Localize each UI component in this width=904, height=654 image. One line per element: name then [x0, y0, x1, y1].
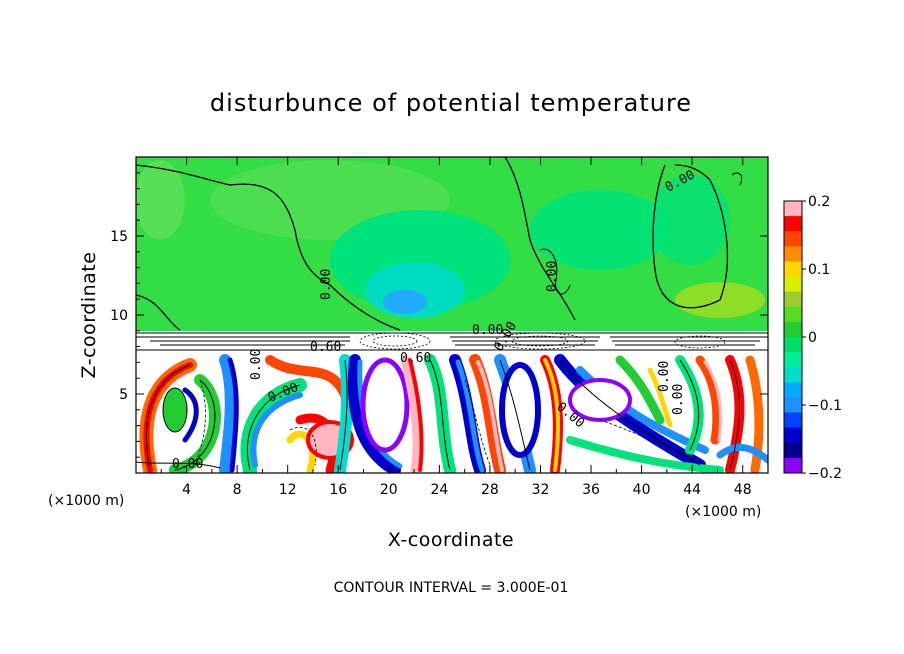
colorbar-swatch	[784, 276, 802, 293]
colorbar-swatch	[784, 321, 802, 338]
colorbar-tick-label: 0	[808, 330, 817, 346]
colorbar-swatch	[784, 412, 802, 429]
tropopause-dashed	[359, 332, 726, 350]
y-tick-label: 5	[119, 387, 128, 403]
y-tick-label: 15	[110, 229, 128, 245]
x-axis-ticks: 4 8 12 16 20 24 28 32 36 40 44 48	[160, 157, 752, 498]
colorbar-swatch	[784, 216, 802, 232]
contour-label: 0.00	[545, 261, 560, 292]
lower-field	[136, 351, 768, 473]
x-tick-label: 40	[633, 482, 651, 498]
contour-label: 0.00	[671, 384, 686, 415]
y-tick-label: 10	[110, 308, 128, 324]
cool-patch-2	[530, 190, 670, 270]
x-tick-label: 4	[182, 482, 191, 498]
colorbar-swatch	[784, 457, 802, 474]
colorbar-swatch	[784, 442, 802, 459]
contour-label: 0.00	[172, 457, 203, 472]
tropopause-band	[136, 331, 768, 353]
x-tick-label: 16	[329, 482, 347, 498]
contour-label: 0.00	[657, 361, 672, 392]
colorbar-swatch	[784, 427, 802, 444]
x-tick-label: 48	[734, 482, 752, 498]
colorbar-swatch	[784, 291, 802, 308]
contour-line	[136, 294, 181, 331]
contour-line	[504, 157, 576, 321]
x-tick-label: 32	[532, 482, 550, 498]
colorbar-swatch	[784, 397, 802, 414]
contour-label: 0.00	[319, 269, 334, 300]
colorbar-swatch	[784, 352, 802, 368]
contour-label: 0.00	[249, 349, 264, 380]
colorbar-tick-label: 0.1	[808, 262, 830, 278]
upper-patch-2	[136, 160, 185, 240]
x-axis-unit: (×1000 m)	[685, 504, 761, 520]
cool-center	[383, 290, 427, 314]
x-tick-label: 8	[233, 482, 242, 498]
y-axis-unit: (×1000 m)	[48, 493, 124, 509]
x-tick-label: 28	[481, 482, 499, 498]
contour-label: 0.00	[472, 323, 503, 338]
colorbar-swatch	[784, 337, 802, 353]
contour-label: 0.60	[400, 351, 431, 366]
colorbar-swatch	[784, 306, 802, 323]
x-tick-label: 12	[279, 482, 297, 498]
colorbar-swatch	[784, 261, 802, 278]
contour-label: 0.60	[310, 340, 341, 355]
x-tick-label: 20	[380, 482, 398, 498]
cool-patch-3	[650, 175, 730, 265]
x-tick-label: 44	[683, 482, 701, 498]
contour-line	[539, 248, 571, 295]
colorbar: 0.2 0.1 0 −0.1 −0.2	[783, 194, 842, 482]
x-tick-label: 24	[430, 482, 448, 498]
colorbar-tick-label: −0.1	[808, 398, 842, 414]
x-axis-label: X-coordinate	[388, 529, 514, 551]
chart-title: disturbunce of potential temperature	[210, 89, 692, 117]
lower-contours	[136, 359, 740, 471]
colorbar-tick-label: 0.2	[808, 194, 830, 210]
colorbar-tick-label: −0.2	[808, 466, 842, 482]
x-tick-label: 36	[582, 482, 600, 498]
y-axis-label: Z-coordinate	[78, 252, 100, 379]
colorbar-swatch	[784, 201, 802, 217]
plot-area: 0.00 0.00 0.00 0.00 0.00 0.00 0.60 0.60 …	[136, 157, 768, 473]
contour-line	[136, 164, 401, 331]
colorbar-swatch	[784, 382, 802, 398]
contour-interval-note: CONTOUR INTERVAL = 3.000E-01	[334, 580, 569, 596]
colorbar-swatch	[784, 231, 802, 247]
colorbar-swatch	[784, 246, 802, 262]
y-axis-ticks: 5 10 15	[110, 172, 768, 458]
colorbar-swatch	[784, 367, 802, 383]
contour-line	[731, 172, 743, 186]
contour-line	[652, 164, 729, 309]
